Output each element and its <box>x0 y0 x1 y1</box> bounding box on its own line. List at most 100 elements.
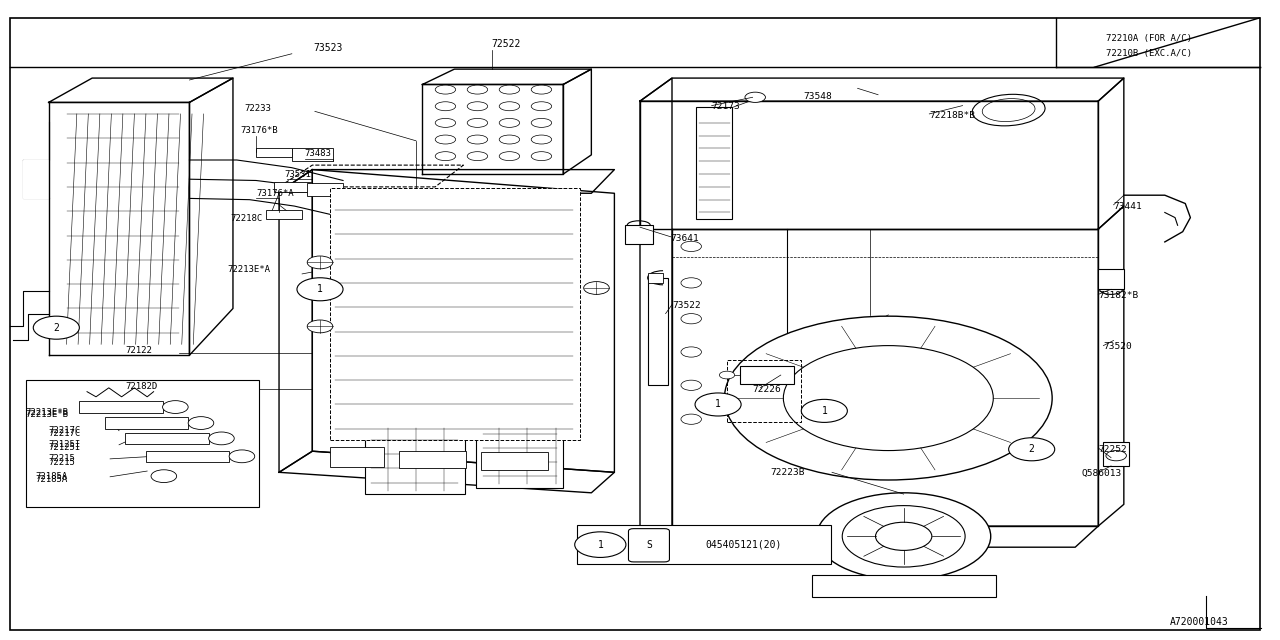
Text: 72233: 72233 <box>244 104 271 113</box>
Text: A720001043: A720001043 <box>1170 617 1229 627</box>
Ellipse shape <box>531 152 552 161</box>
Text: 73483: 73483 <box>305 149 332 158</box>
Circle shape <box>783 346 993 451</box>
Ellipse shape <box>467 102 488 111</box>
Text: 72213E*B: 72213E*B <box>26 410 69 419</box>
Bar <box>727 360 801 422</box>
Circle shape <box>681 414 701 424</box>
Polygon shape <box>563 69 591 174</box>
Text: 72217C: 72217C <box>49 429 81 438</box>
Polygon shape <box>49 78 233 102</box>
Ellipse shape <box>499 85 520 94</box>
Ellipse shape <box>467 135 488 144</box>
Text: 72125I: 72125I <box>49 440 81 449</box>
Ellipse shape <box>531 85 552 94</box>
Bar <box>1098 269 1124 289</box>
Text: 045405121(20): 045405121(20) <box>705 540 782 550</box>
Text: 1: 1 <box>598 540 603 550</box>
Bar <box>476 425 563 488</box>
Ellipse shape <box>499 118 520 127</box>
Text: 72215: 72215 <box>49 458 76 467</box>
Bar <box>146 451 229 462</box>
Text: 73182*B: 73182*B <box>1098 291 1138 300</box>
Circle shape <box>719 371 735 379</box>
Ellipse shape <box>467 118 488 127</box>
Bar <box>292 148 333 161</box>
Circle shape <box>209 432 234 445</box>
Text: 73548: 73548 <box>804 92 832 100</box>
Bar <box>330 188 580 440</box>
Bar <box>648 273 663 283</box>
Text: 2: 2 <box>1029 444 1034 454</box>
Circle shape <box>876 522 932 550</box>
Polygon shape <box>189 78 233 355</box>
Circle shape <box>229 450 255 463</box>
Polygon shape <box>640 101 1098 229</box>
Ellipse shape <box>531 118 552 127</box>
Polygon shape <box>279 170 614 193</box>
Circle shape <box>745 92 765 102</box>
Text: 72522: 72522 <box>492 40 521 49</box>
Polygon shape <box>672 229 1098 526</box>
Bar <box>1103 442 1129 466</box>
Circle shape <box>817 493 991 580</box>
Bar <box>812 575 996 597</box>
Bar <box>365 425 465 494</box>
Text: 72215: 72215 <box>49 454 76 463</box>
Ellipse shape <box>435 102 456 111</box>
Bar <box>26 380 259 507</box>
Ellipse shape <box>435 85 456 94</box>
Text: 1: 1 <box>822 406 827 416</box>
Text: 72210B (EXC.A/C): 72210B (EXC.A/C) <box>1106 49 1193 58</box>
Circle shape <box>151 470 177 483</box>
Circle shape <box>681 347 701 357</box>
Text: 73523: 73523 <box>314 44 343 53</box>
Ellipse shape <box>499 135 520 144</box>
Text: 72252: 72252 <box>1098 445 1126 454</box>
Polygon shape <box>312 170 614 472</box>
Text: Q586013: Q586013 <box>1082 469 1121 478</box>
Bar <box>105 417 188 429</box>
Ellipse shape <box>499 152 520 161</box>
Polygon shape <box>1098 78 1124 229</box>
Text: 72213E*A: 72213E*A <box>228 265 271 274</box>
Polygon shape <box>422 84 563 174</box>
Polygon shape <box>279 170 312 472</box>
FancyBboxPatch shape <box>628 529 669 562</box>
Bar <box>256 148 292 157</box>
Circle shape <box>307 320 333 333</box>
Bar <box>740 366 794 384</box>
Text: 72182D: 72182D <box>125 382 157 391</box>
Text: 73522: 73522 <box>672 301 700 310</box>
Text: 72122: 72122 <box>125 346 152 355</box>
Text: 72173: 72173 <box>712 102 740 111</box>
Bar <box>125 433 209 444</box>
Circle shape <box>681 241 701 252</box>
Circle shape <box>724 316 1052 480</box>
Ellipse shape <box>531 102 552 111</box>
Bar <box>79 401 163 413</box>
Polygon shape <box>640 526 1098 547</box>
Circle shape <box>681 314 701 324</box>
Text: 73441: 73441 <box>1114 202 1142 211</box>
Polygon shape <box>49 102 189 355</box>
Ellipse shape <box>435 152 456 161</box>
Ellipse shape <box>531 135 552 144</box>
Bar <box>330 447 384 467</box>
Bar <box>481 452 548 470</box>
Circle shape <box>1009 438 1055 461</box>
Text: 72218C: 72218C <box>230 214 262 223</box>
Text: 73176*B: 73176*B <box>241 126 278 135</box>
Bar <box>266 210 302 219</box>
Circle shape <box>33 316 79 339</box>
Circle shape <box>695 393 741 416</box>
Circle shape <box>188 417 214 429</box>
Ellipse shape <box>467 85 488 94</box>
Text: 72217C: 72217C <box>49 426 81 435</box>
Text: 73176*A: 73176*A <box>256 189 293 198</box>
Bar <box>625 225 653 244</box>
Text: 73641: 73641 <box>671 234 699 243</box>
Bar <box>577 525 831 564</box>
Circle shape <box>681 278 701 288</box>
Ellipse shape <box>467 152 488 161</box>
